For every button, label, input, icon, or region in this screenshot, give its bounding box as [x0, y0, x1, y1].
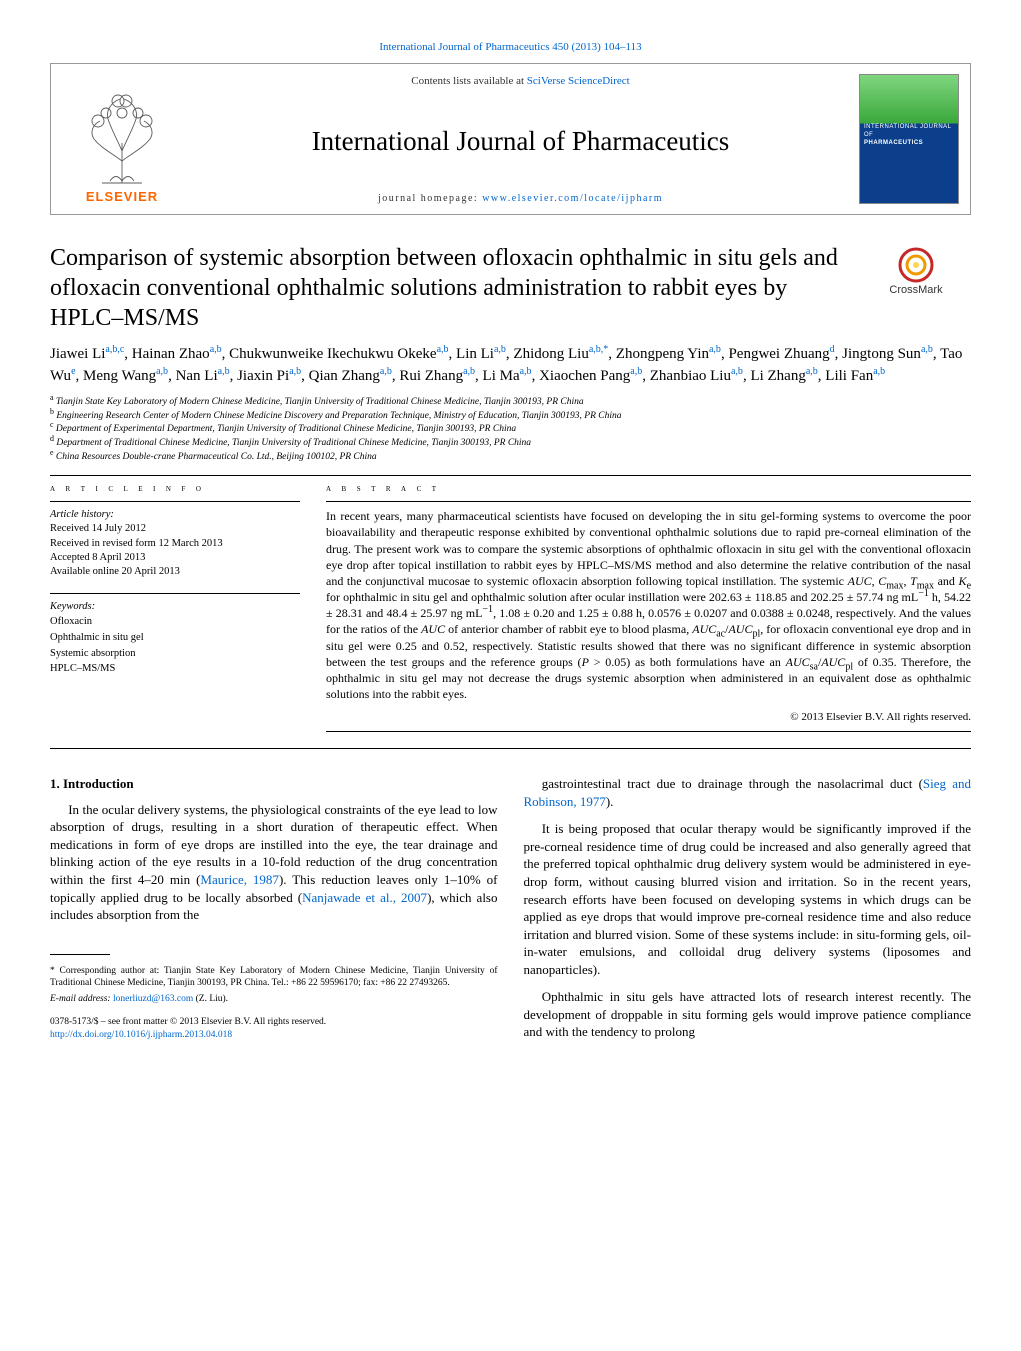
affiliation-item: e China Resources Double-crane Pharmaceu…	[50, 451, 971, 465]
journal-header: ELSEVIER Contents lists available at Sci…	[50, 63, 971, 215]
crossmark-icon	[898, 247, 934, 283]
sciencedirect-link[interactable]: SciVerse ScienceDirect	[527, 75, 630, 87]
affiliation-item: d Department of Traditional Chinese Medi…	[50, 437, 971, 451]
intro-para-3: It is being proposed that ocular therapy…	[524, 820, 972, 978]
info-rule-2	[50, 593, 300, 594]
abstract-copyright: © 2013 Elsevier B.V. All rights reserved…	[326, 710, 971, 725]
article-info-heading: A R T I C L E I N F O	[50, 482, 300, 496]
info-rule-1	[50, 501, 300, 502]
elsevier-logo: ELSEVIER	[57, 74, 187, 206]
section-1-heading: 1. Introduction	[50, 775, 498, 793]
keywords-block: Keywords: OfloxacinOphthalmic in situ ge…	[50, 600, 300, 677]
homepage-link[interactable]: www.elsevier.com/locate/ijpharm	[482, 193, 663, 204]
footer-block: 0378-5173/$ – see front matter © 2013 El…	[50, 1016, 498, 1042]
contents-prefix: Contents lists available at	[411, 75, 526, 87]
affiliation-item: a Tianjin State Key Laboratory of Modern…	[50, 396, 971, 410]
footnote-rule	[50, 954, 110, 955]
crossmark-badge[interactable]: CrossMark	[861, 247, 971, 298]
intro-para-4: Ophthalmic in situ gels have attracted l…	[524, 988, 972, 1041]
history-line: Available online 20 April 2013	[50, 565, 300, 579]
history-line: Received 14 July 2012	[50, 522, 300, 536]
citation-link[interactable]: International Journal of Pharmaceutics 4…	[379, 41, 641, 53]
corresponding-footnote: * Corresponding author at: Tianjin State…	[50, 965, 498, 991]
cite-link[interactable]: Sieg and Robinson, 1977	[524, 776, 972, 809]
history-label: Article history:	[50, 508, 300, 522]
header-center: Contents lists available at SciVerse Sci…	[193, 64, 848, 214]
abstract-heading: A B S T R A C T	[326, 482, 971, 496]
history-line: Received in revised form 12 March 2013	[50, 537, 300, 551]
article-history: Article history: Received 14 July 2012Re…	[50, 508, 300, 579]
rule-bottom	[50, 748, 971, 749]
header-cover-cell: INTERNATIONAL JOURNAL OF PHARMACEUTICS	[848, 64, 970, 214]
author-list: Jiawei Lia,b,c, Hainan Zhaoa,b, Chukwunw…	[50, 343, 971, 388]
intro-para-2: gastrointestinal tract due to drainage t…	[524, 775, 972, 810]
homepage-prefix: journal homepage:	[378, 193, 482, 204]
cite-link[interactable]: Maurice, 1987	[200, 872, 279, 887]
cite-link[interactable]: Nanjawade et al., 2007	[302, 890, 427, 905]
issn-line: 0378-5173/$ – see front matter © 2013 El…	[50, 1016, 498, 1029]
affiliation-list: a Tianjin State Key Laboratory of Modern…	[50, 396, 971, 465]
affiliation-item: b Engineering Research Center of Modern …	[50, 410, 971, 424]
homepage-line: journal homepage: www.elsevier.com/locat…	[203, 192, 838, 206]
affiliation-item: c Department of Experimental Department,…	[50, 423, 971, 437]
article-info-column: A R T I C L E I N F O Article history: R…	[50, 482, 300, 739]
title-row: Comparison of systemic absorption betwee…	[50, 243, 971, 333]
abs-rule-1	[326, 501, 971, 502]
crossmark-label: CrossMark	[889, 283, 942, 298]
doi-link[interactable]: http://dx.doi.org/10.1016/j.ijpharm.2013…	[50, 1030, 232, 1040]
publisher-logo-cell: ELSEVIER	[51, 64, 193, 214]
rule-top	[50, 475, 971, 476]
abstract-column: A B S T R A C T In recent years, many ph…	[326, 482, 971, 739]
running-head-citation: International Journal of Pharmaceutics 4…	[50, 40, 971, 55]
journal-cover-thumb: INTERNATIONAL JOURNAL OF PHARMACEUTICS	[859, 74, 959, 204]
info-abstract-row: A R T I C L E I N F O Article history: R…	[50, 482, 971, 739]
email-link[interactable]: lonerliuzd@163.com	[113, 994, 193, 1004]
keyword-item: HPLC–MS/MS	[50, 661, 300, 677]
keyword-item: Ofloxacin	[50, 614, 300, 630]
keyword-item: Ophthalmic in situ gel	[50, 630, 300, 646]
keywords-label: Keywords:	[50, 600, 300, 614]
abstract-text: In recent years, many pharmaceutical sci…	[326, 508, 971, 702]
keyword-item: Systemic absorption	[50, 646, 300, 662]
history-line: Accepted 8 April 2013	[50, 551, 300, 565]
body-columns: 1. Introduction In the ocular delivery s…	[50, 775, 971, 1051]
intro-para-1: In the ocular delivery systems, the phys…	[50, 801, 498, 924]
contents-available-line: Contents lists available at SciVerse Sci…	[203, 74, 838, 89]
cover-thumb-label: INTERNATIONAL JOURNAL OF PHARMACEUTICS	[864, 123, 954, 147]
abs-rule-2	[326, 731, 971, 732]
publisher-name: ELSEVIER	[86, 188, 158, 206]
article-title: Comparison of systemic absorption betwee…	[50, 243, 841, 333]
elsevier-tree-icon	[72, 91, 172, 186]
journal-name: International Journal of Pharmaceutics	[203, 123, 838, 159]
email-footnote: E-mail address: lonerliuzd@163.com (Z. L…	[50, 993, 498, 1006]
footnotes: * Corresponding author at: Tianjin State…	[50, 965, 498, 1006]
